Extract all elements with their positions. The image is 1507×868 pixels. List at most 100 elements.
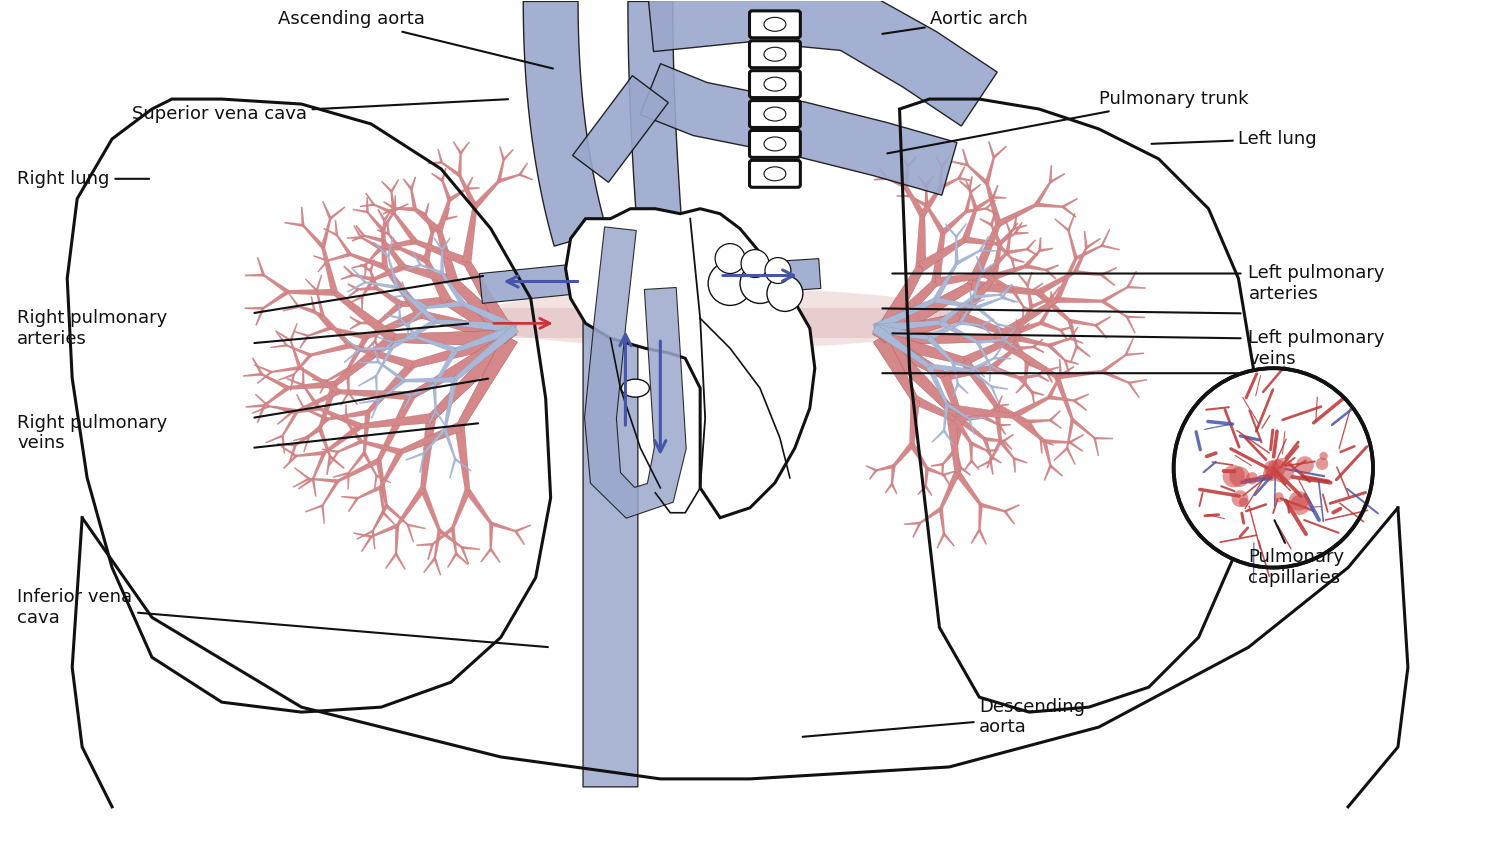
Polygon shape [977, 297, 1002, 309]
Polygon shape [1007, 332, 1028, 364]
Polygon shape [971, 460, 980, 470]
Circle shape [1230, 466, 1249, 487]
Polygon shape [907, 156, 918, 167]
Polygon shape [874, 324, 930, 340]
Polygon shape [445, 207, 449, 220]
Polygon shape [357, 485, 381, 499]
Polygon shape [375, 475, 392, 483]
Text: Right pulmonary
arteries: Right pulmonary arteries [18, 309, 167, 348]
Polygon shape [1025, 250, 1040, 267]
Polygon shape [377, 209, 386, 221]
Circle shape [1239, 497, 1249, 507]
Polygon shape [303, 437, 310, 452]
Polygon shape [939, 320, 978, 344]
Circle shape [1316, 457, 1328, 470]
Polygon shape [961, 208, 978, 240]
Polygon shape [360, 321, 378, 325]
Polygon shape [353, 209, 368, 214]
Polygon shape [423, 557, 436, 573]
Polygon shape [981, 325, 992, 336]
Polygon shape [583, 245, 648, 787]
Polygon shape [1037, 290, 1071, 322]
Polygon shape [998, 203, 1037, 227]
Polygon shape [880, 332, 995, 345]
Polygon shape [395, 526, 399, 554]
Polygon shape [350, 253, 386, 270]
Polygon shape [980, 218, 992, 226]
Polygon shape [904, 186, 925, 216]
Polygon shape [347, 336, 369, 370]
Polygon shape [378, 361, 405, 382]
Polygon shape [998, 404, 1008, 407]
Polygon shape [946, 409, 960, 473]
Polygon shape [333, 290, 396, 343]
Polygon shape [1049, 419, 1062, 429]
FancyBboxPatch shape [749, 101, 800, 128]
Polygon shape [1062, 198, 1078, 208]
Polygon shape [490, 523, 493, 549]
Polygon shape [952, 384, 958, 397]
Polygon shape [457, 334, 517, 429]
Polygon shape [996, 233, 1016, 246]
Polygon shape [1064, 360, 1070, 374]
Polygon shape [933, 263, 958, 301]
Polygon shape [1059, 366, 1074, 376]
Polygon shape [1055, 258, 1078, 301]
Polygon shape [876, 464, 894, 471]
Circle shape [766, 258, 791, 284]
Polygon shape [983, 252, 1008, 277]
Polygon shape [876, 332, 946, 379]
Polygon shape [1070, 338, 1084, 344]
Polygon shape [399, 318, 419, 339]
Polygon shape [282, 436, 285, 454]
Polygon shape [443, 379, 457, 430]
Polygon shape [1068, 442, 1084, 451]
Polygon shape [393, 330, 511, 346]
Polygon shape [1004, 339, 1017, 350]
Polygon shape [442, 161, 461, 177]
Polygon shape [375, 460, 387, 506]
Polygon shape [891, 483, 897, 494]
Polygon shape [990, 386, 999, 402]
Polygon shape [1129, 379, 1147, 384]
Polygon shape [265, 435, 283, 444]
Circle shape [1222, 465, 1245, 488]
Text: Ascending aorta: Ascending aorta [277, 10, 553, 69]
Polygon shape [348, 452, 366, 474]
Polygon shape [350, 322, 360, 330]
Polygon shape [1047, 375, 1061, 398]
Polygon shape [1084, 231, 1088, 248]
Polygon shape [1102, 370, 1129, 384]
Polygon shape [1044, 371, 1053, 383]
Polygon shape [420, 418, 436, 490]
Polygon shape [348, 283, 359, 291]
Polygon shape [360, 440, 401, 455]
Polygon shape [353, 264, 366, 268]
Polygon shape [283, 306, 298, 312]
Polygon shape [939, 167, 943, 187]
Polygon shape [936, 155, 943, 168]
Polygon shape [479, 264, 582, 303]
Polygon shape [987, 457, 992, 468]
Polygon shape [318, 407, 362, 429]
Polygon shape [387, 222, 390, 233]
Polygon shape [951, 161, 967, 167]
Polygon shape [910, 399, 919, 444]
Polygon shape [874, 332, 954, 412]
Circle shape [1231, 490, 1248, 507]
Ellipse shape [764, 17, 785, 31]
Circle shape [740, 264, 781, 304]
Polygon shape [974, 364, 989, 369]
Polygon shape [999, 285, 1013, 296]
Polygon shape [1052, 297, 1065, 299]
Polygon shape [381, 230, 387, 267]
Polygon shape [322, 449, 338, 453]
Polygon shape [1028, 419, 1050, 424]
Polygon shape [348, 288, 359, 297]
Polygon shape [455, 553, 469, 565]
Polygon shape [1055, 218, 1070, 231]
Polygon shape [946, 403, 969, 419]
Polygon shape [958, 312, 1011, 337]
Circle shape [1246, 472, 1258, 484]
Polygon shape [1020, 374, 1038, 380]
